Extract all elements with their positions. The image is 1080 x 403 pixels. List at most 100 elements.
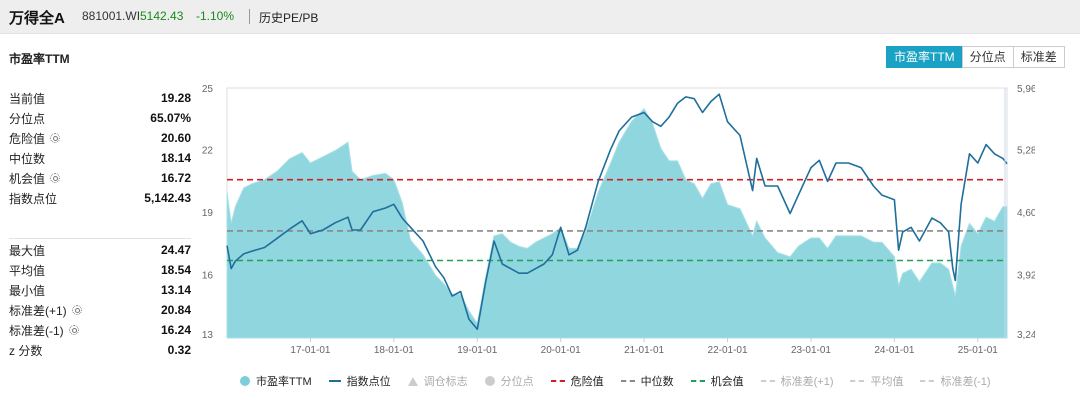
stat-label: 标准差(+1) xyxy=(9,302,82,319)
stat-row: 最小值 13.14 xyxy=(9,280,191,300)
stats-top-panel: 当前值 19.28 分位点 65.07% 危险值 20.60 中位数 18.14 机会值 16.7… xyxy=(9,88,191,208)
stat-row: z 分数 0.32 xyxy=(9,340,191,360)
x-tick-label: 21-01-01 xyxy=(624,345,664,356)
stat-label: 平均值 xyxy=(9,262,45,279)
stat-label: 分位点 xyxy=(9,110,45,127)
x-tick-label: 17-01-01 xyxy=(290,345,330,356)
stat-value: 13.14 xyxy=(160,283,191,297)
legend-item[interactable]: 分位点 xyxy=(484,373,534,389)
stat-row: 指数点位 5,142.43 xyxy=(9,188,191,208)
stat-value: 20.84 xyxy=(160,303,191,317)
legend-label: 中位数 xyxy=(640,376,674,388)
x-tick-label: 24-01-01 xyxy=(874,345,914,356)
legend-swatch-icon xyxy=(850,380,865,382)
stat-label: 最大值 xyxy=(9,242,45,259)
gear-icon[interactable] xyxy=(68,325,79,335)
stat-label-text: 当前值 xyxy=(9,91,46,106)
stat-label-text: 机会值 xyxy=(9,171,46,186)
x-tick-label: 23-01-01 xyxy=(791,345,831,356)
x-tick-label: 25-01-01 xyxy=(958,345,998,356)
stat-label-text: 最小值 xyxy=(9,283,46,298)
x-tick-label: 22-01-01 xyxy=(708,345,748,356)
stat-row: 机会值 16.72 xyxy=(9,168,191,188)
index-points-line xyxy=(226,93,1008,330)
index-change: -1.10% xyxy=(196,9,235,23)
tab-historical-pe-pb[interactable]: 历史PE/PB xyxy=(259,11,319,25)
gear-icon[interactable] xyxy=(50,173,61,183)
stat-row: 中位数 18.14 xyxy=(9,148,191,168)
legend-item[interactable]: 标准差(+1) xyxy=(760,373,833,389)
stat-label: 标准差(-1) xyxy=(9,322,79,339)
stat-label: 当前值 xyxy=(9,90,45,107)
stat-label-text: 分位点 xyxy=(9,111,46,126)
stat-label-text: 标准差(-1) xyxy=(9,323,64,338)
stat-label: z 分数 xyxy=(9,342,42,359)
legend-label: 市盈率TTM xyxy=(256,376,312,388)
stat-row: 标准差(-1) 16.24 xyxy=(9,320,191,340)
legend-item[interactable]: 平均值 xyxy=(850,373,903,389)
stat-label: 机会值 xyxy=(9,170,61,187)
stat-label-text: 标准差(+1) xyxy=(9,303,67,318)
stat-row: 危险值 20.60 xyxy=(9,128,191,148)
legend-swatch-icon xyxy=(760,380,775,382)
y-left-tick-label: 13 xyxy=(202,330,214,341)
legend-item[interactable]: 机会值 xyxy=(690,373,744,389)
stat-value: 19.28 xyxy=(160,91,191,105)
stats-divider xyxy=(9,238,191,239)
stat-label-text: 平均值 xyxy=(9,263,46,278)
stat-row: 当前值 19.28 xyxy=(9,88,191,108)
legend-item[interactable]: 调仓标志 xyxy=(407,373,468,389)
stat-value: 18.54 xyxy=(160,263,191,277)
stat-row: 平均值 18.54 xyxy=(9,260,191,280)
legend-swatch-icon xyxy=(550,380,565,382)
stat-value: 20.60 xyxy=(160,131,191,145)
y-right-tick-label: 5,287 xyxy=(1017,145,1035,156)
legend-swatch-icon xyxy=(920,380,935,382)
index-price: 5142.43 xyxy=(140,9,184,23)
legend-label: 平均值 xyxy=(870,376,904,388)
percentile-button[interactable]: 分位点 xyxy=(961,46,1014,68)
stat-label-text: 危险值 xyxy=(9,131,46,146)
legend-item[interactable]: 中位数 xyxy=(620,373,674,389)
legend-item[interactable]: 标准差(-1) xyxy=(920,373,991,389)
y-left-tick-label: 16 xyxy=(202,271,214,282)
legend-label: 机会值 xyxy=(710,376,744,388)
gear-icon[interactable] xyxy=(71,305,82,315)
std-dev-button[interactable]: 标准差 xyxy=(1012,46,1065,68)
stat-value: 16.24 xyxy=(160,323,191,337)
chart-legend: 市盈率TTM 指数点位 调仓标志 分位点 危险值 中位数 机会值 标准差(+1) 平均值 标准差(… xyxy=(240,373,1008,389)
stat-label: 最小值 xyxy=(9,282,45,299)
stat-value: 0.32 xyxy=(167,343,191,357)
legend-item[interactable]: 市盈率TTM xyxy=(240,373,312,389)
y-left-tick-label: 25 xyxy=(202,84,214,95)
legend-swatch-icon xyxy=(620,380,635,382)
top-bar: 万得全A 881001.WI 5142.43 -1.10% 历史PE/PB xyxy=(0,0,1080,34)
stat-row: 分位点 65.07% xyxy=(9,108,191,128)
legend-swatch-icon xyxy=(690,380,705,382)
gear-icon[interactable] xyxy=(50,133,61,143)
y-left-tick-label: 19 xyxy=(202,208,214,219)
stat-label-text: z 分数 xyxy=(9,343,43,358)
y-right-tick-label: 3,244 xyxy=(1017,330,1035,341)
stat-label: 指数点位 xyxy=(9,190,57,207)
y-right-tick-label: 3,925 xyxy=(1017,270,1035,281)
x-tick-label: 20-01-01 xyxy=(541,345,581,356)
legend-swatch-icon xyxy=(328,380,341,382)
legend-label: 指数点位 xyxy=(346,376,391,388)
pe-ttm-button[interactable]: 市盈率TTM xyxy=(886,46,963,68)
legend-item[interactable]: 危险值 xyxy=(550,373,604,389)
y-right-tick-label: 4,606 xyxy=(1017,208,1035,219)
stat-value: 24.47 xyxy=(160,243,191,257)
stat-label-text: 最大值 xyxy=(9,243,46,258)
index-name: 万得全A xyxy=(9,10,65,27)
stat-value: 65.07% xyxy=(150,111,191,125)
stat-label: 中位数 xyxy=(9,150,45,167)
legend-item[interactable]: 指数点位 xyxy=(328,373,391,389)
legend-swatch-icon xyxy=(240,376,250,386)
legend-label: 分位点 xyxy=(500,376,534,388)
metric-button-group: 市盈率TTM 分位点 标准差 xyxy=(886,46,1065,68)
legend-label: 标准差(-1) xyxy=(940,376,991,388)
stat-row: 标准差(+1) 20.84 xyxy=(9,300,191,320)
stat-label-text: 中位数 xyxy=(9,151,46,166)
stat-label-text: 指数点位 xyxy=(9,191,58,206)
